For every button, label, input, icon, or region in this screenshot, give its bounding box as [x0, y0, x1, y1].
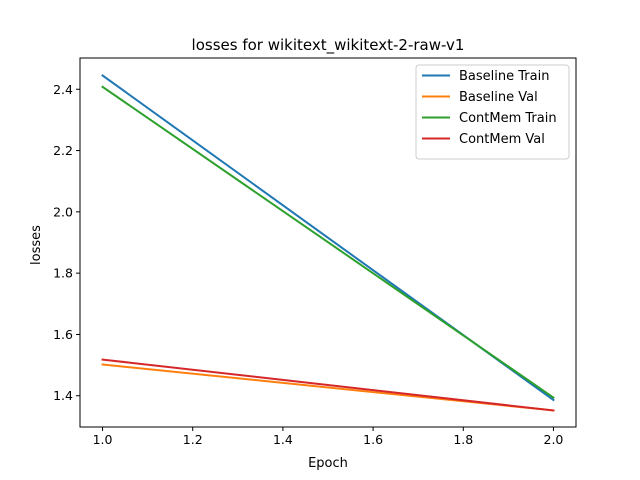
legend-label-4: ContMem Val: [459, 132, 545, 147]
y-tick-label: 1.4: [53, 388, 73, 403]
y-tick-label: 2.4: [53, 82, 73, 97]
legend-box: [415, 64, 570, 160]
plot-area: [101, 74, 555, 412]
y-axis-label: losses: [29, 225, 44, 265]
legend: Baseline Train Baseline Val ContMem Train C…: [415, 64, 570, 160]
chart-title: losses for wikitext_wikitext-2-raw-v1: [192, 36, 465, 55]
y-tick-label: 2.0: [53, 204, 73, 219]
axes: 1.0 1.2 1.4 1.6 1.8 2.0 1.4 1.6 1.8 2.0 2.2 2.4: [53, 57, 577, 447]
legend-label-2: Baseline Val: [459, 90, 538, 105]
x-tick-label: 1.0: [93, 432, 113, 447]
y-tick-label: 2.2: [53, 143, 73, 158]
series-line-3: [101, 85, 555, 399]
y-tick-label: 1.8: [53, 266, 73, 281]
legend-label-1: Baseline Train: [459, 69, 549, 84]
x-tick-label: 1.2: [183, 432, 203, 447]
x-tick-label: 1.4: [273, 432, 293, 447]
x-axis-label: Epoch: [308, 456, 348, 471]
legend-label-3: ContMem Train: [459, 111, 557, 126]
x-tick-label: 1.8: [453, 432, 473, 447]
y-tick-label: 1.6: [53, 327, 73, 342]
series-line-4: [101, 358, 555, 412]
x-tick-label: 2.0: [544, 432, 564, 447]
axes-frame: [79, 57, 577, 428]
x-tick-label: 1.6: [363, 432, 383, 447]
